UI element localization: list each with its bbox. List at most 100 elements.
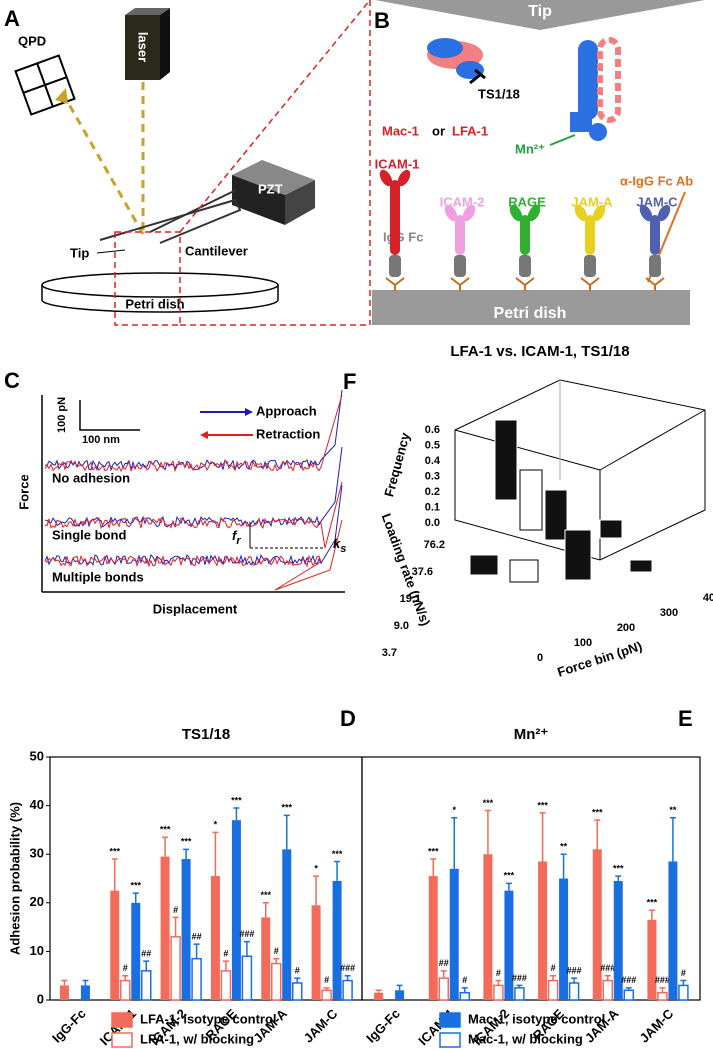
bar xyxy=(374,992,384,1000)
significance: ** xyxy=(560,842,568,852)
tick-label: 0.4 xyxy=(425,455,441,467)
label: Tip xyxy=(528,3,552,20)
x-tick-label: IgG-Fc xyxy=(363,1006,403,1046)
error-bar xyxy=(615,875,622,881)
pointer xyxy=(549,134,576,146)
error-bar xyxy=(451,817,458,869)
significance: *** xyxy=(181,837,192,847)
error-bar xyxy=(484,809,491,855)
bar xyxy=(59,985,69,1000)
bar xyxy=(342,979,353,1001)
label: Approach xyxy=(256,403,317,418)
label: Retraction xyxy=(256,426,320,441)
significance: # xyxy=(223,948,228,958)
igg-fc xyxy=(649,255,661,277)
legend-swatch xyxy=(439,1012,461,1028)
error-bar xyxy=(461,987,468,993)
error-bar xyxy=(344,974,351,981)
label: ks xyxy=(333,536,346,554)
force-trace xyxy=(44,394,343,473)
error-bar xyxy=(212,831,219,877)
error-bar xyxy=(61,979,68,986)
x-tick-label: JAM-C xyxy=(301,1006,341,1046)
error-bar xyxy=(495,979,502,986)
error-bar xyxy=(323,987,330,991)
label: k xyxy=(333,536,341,551)
significance: ## xyxy=(439,958,449,968)
bar xyxy=(483,854,493,1000)
ligand xyxy=(520,215,530,255)
bar xyxy=(210,876,220,1000)
label: Tip xyxy=(70,245,89,260)
error-bar xyxy=(648,909,655,920)
bar xyxy=(395,990,405,1000)
label: 100 nm xyxy=(82,434,120,446)
y-axis-title: Adhesion probability (%) xyxy=(7,802,22,955)
significance: * xyxy=(452,805,456,815)
significance: # xyxy=(123,963,128,973)
cantilever xyxy=(99,198,242,244)
error-bar xyxy=(283,814,290,850)
significance: # xyxy=(173,905,178,915)
legend-swatch xyxy=(439,1032,461,1048)
ligand xyxy=(379,169,393,187)
legend-swatch xyxy=(111,1032,133,1048)
label: laser xyxy=(136,32,151,62)
bar xyxy=(559,878,569,1000)
arrowhead xyxy=(55,88,68,104)
tick-label: 19.1 xyxy=(400,593,421,605)
capture-antibody xyxy=(515,277,535,291)
label: Mac-1 xyxy=(382,123,419,138)
ligand xyxy=(650,215,660,255)
label: fr xyxy=(232,528,241,546)
ligand xyxy=(397,169,411,187)
igg-fc xyxy=(519,255,531,277)
significance: *** xyxy=(592,808,603,818)
bar xyxy=(80,985,90,1000)
tick-label: 400 xyxy=(703,592,713,604)
significance: *** xyxy=(483,798,494,808)
ligand xyxy=(639,204,653,222)
legend-label: Mac-1, isotype control xyxy=(468,1011,605,1026)
y-tick-label: 20 xyxy=(30,894,44,909)
y-tick-label: 40 xyxy=(30,797,44,812)
significance: * xyxy=(314,863,318,873)
capture-antibody xyxy=(645,277,665,291)
ligand-label: ICAM-1 xyxy=(375,156,420,171)
ligand xyxy=(455,215,465,255)
legend-label: LFA-1, w/ blocking xyxy=(140,1031,254,1046)
label: r xyxy=(236,535,241,547)
bar xyxy=(120,979,131,1001)
significance: # xyxy=(462,975,467,985)
qpd-detector xyxy=(14,54,76,116)
error-bar xyxy=(680,979,687,986)
error-bar xyxy=(669,817,676,862)
bar xyxy=(220,970,232,1001)
bar xyxy=(131,902,141,1000)
panel-letter: F xyxy=(343,369,356,394)
label: TS1/18 xyxy=(478,86,520,101)
beam xyxy=(60,91,145,235)
significance: # xyxy=(295,966,300,976)
bar xyxy=(170,936,181,1001)
significance: *** xyxy=(130,880,141,890)
significance: *** xyxy=(260,890,271,900)
label: QPD xyxy=(18,33,46,48)
legend-arrow xyxy=(200,431,208,439)
label: Cantilever xyxy=(185,243,248,258)
panel-letter: B xyxy=(374,8,390,33)
tick-label: 0.3 xyxy=(425,470,440,482)
error-bar xyxy=(440,970,447,979)
axis-title: Force bin (pN) xyxy=(555,638,643,679)
ligand xyxy=(509,204,523,222)
bar xyxy=(261,917,271,1000)
error-bar xyxy=(172,916,179,937)
tick-label: 0 xyxy=(537,652,543,664)
label: α-IgG Fc Ab xyxy=(620,173,693,188)
ligand xyxy=(585,215,595,255)
significance: *** xyxy=(613,863,624,873)
y-tick-label: 0 xyxy=(37,991,44,1006)
tick-label: 37.6 xyxy=(412,566,433,578)
capture-antibody xyxy=(385,277,405,291)
error-bar xyxy=(604,974,611,981)
